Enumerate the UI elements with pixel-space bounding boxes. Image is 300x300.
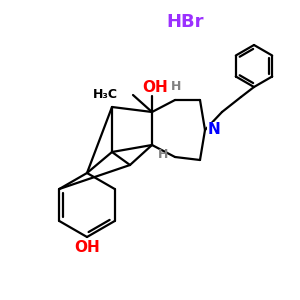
Text: HBr: HBr: [166, 13, 204, 31]
Text: N: N: [208, 122, 221, 137]
Text: OH: OH: [142, 80, 168, 94]
Text: H: H: [171, 80, 181, 94]
Text: H₃C: H₃C: [93, 88, 118, 101]
Text: OH: OH: [74, 241, 100, 256]
Text: H: H: [158, 148, 168, 161]
